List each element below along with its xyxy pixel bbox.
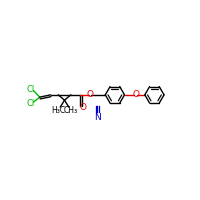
Text: O: O <box>80 103 87 112</box>
Text: N: N <box>94 113 100 122</box>
Text: O: O <box>132 90 139 99</box>
Text: CH₃: CH₃ <box>64 106 78 115</box>
Text: Cl: Cl <box>27 99 35 108</box>
Text: O: O <box>86 90 93 99</box>
Text: Cl: Cl <box>27 85 35 94</box>
Text: H₃C: H₃C <box>51 106 65 115</box>
